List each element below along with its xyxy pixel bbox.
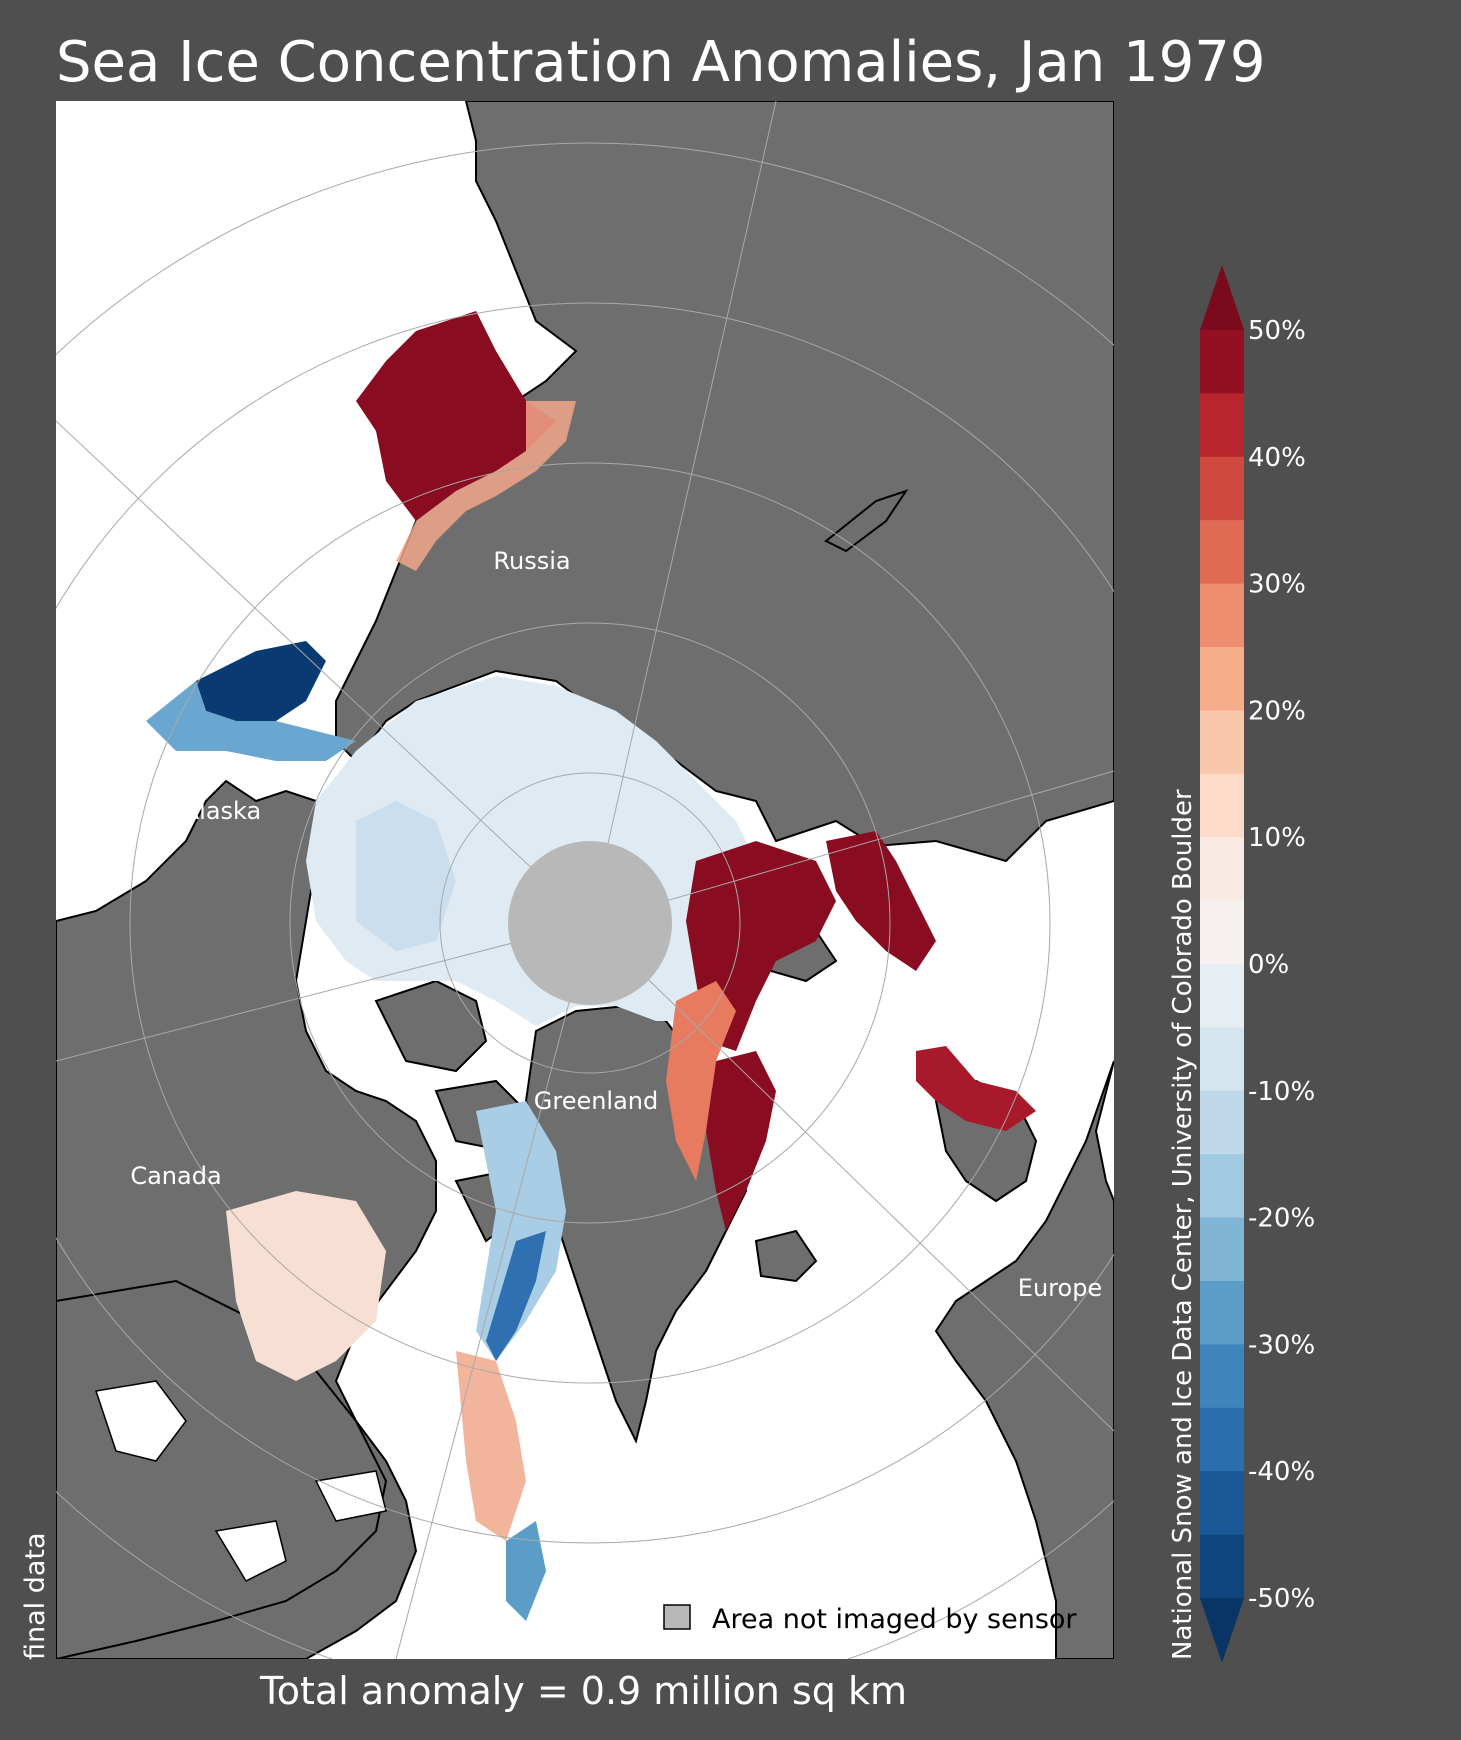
colorbar-tick-label: -50% (1248, 1584, 1315, 1614)
colorbar-tick-label: 10% (1248, 823, 1306, 853)
graticule-circle-4 (56, 302, 1114, 1544)
graticule (56, 101, 1114, 1659)
colorbar-bands (1200, 330, 1244, 1599)
colorbar-band (1200, 710, 1244, 775)
no-data-legend: Area not imaged by sensor (663, 1604, 1077, 1635)
colorbar-band (1200, 456, 1244, 521)
label-greenland: Greenland (534, 1087, 659, 1115)
colorbar-tick-label: -10% (1248, 1077, 1315, 1107)
colorbar-tick-label: 30% (1248, 570, 1306, 600)
graticule-meridian-2 (56, 420, 591, 924)
colorbar-band (1200, 1407, 1244, 1472)
colorbar-band (1200, 773, 1244, 838)
colorbar-tick-label: -20% (1248, 1204, 1315, 1234)
colorbar-band (1200, 1154, 1244, 1219)
colorbar-band (1200, 1027, 1244, 1092)
anomaly-baffin (476, 1101, 566, 1361)
anomaly-bering (196, 641, 326, 721)
total-anomaly-label: Total anomaly = 0.9 million sq km (260, 1669, 907, 1713)
graticule-circle-3 (129, 462, 1051, 1384)
label-europe: Europe (1018, 1274, 1102, 1302)
colorbar-band (1200, 1281, 1244, 1345)
inland-water-3 (314, 1470, 387, 1522)
colorbar-extend-max (1200, 265, 1244, 330)
no-data-legend-label: Area not imaged by sensor (712, 1604, 1077, 1635)
colorbar-tick-label: 40% (1248, 443, 1306, 473)
colorbar-tick-label: 50% (1248, 316, 1306, 346)
sea-ice-anomaly-map: Russia Alaska Greenland Canada Europe Ar… (56, 101, 1114, 1659)
anomaly-okhotsk (356, 311, 556, 521)
colorbar-tick-label: -40% (1248, 1457, 1315, 1487)
colorbar-band (1200, 330, 1244, 394)
colorbar-band (1200, 520, 1244, 585)
label-canada: Canada (130, 1162, 221, 1190)
anomaly-hudson (226, 1191, 386, 1381)
inland-water-1 (95, 1380, 187, 1462)
colorbar-band (1200, 393, 1244, 458)
anomaly-labrador-blue (506, 1521, 546, 1621)
inland-water (95, 1380, 387, 1582)
land-novaya-zemlya (824, 489, 909, 553)
graticule-circle-5 (56, 142, 1114, 1659)
colorbar-band (1200, 583, 1244, 648)
page-title: Sea Ice Concentration Anomalies, Jan 197… (56, 30, 1266, 95)
colorbar-band (1200, 1217, 1244, 1282)
inland-water-2 (214, 1520, 287, 1582)
graticule-meridian-3 (56, 922, 591, 1062)
colorbar-band (1200, 964, 1244, 1028)
colorbar-band (1200, 837, 1244, 902)
anomaly-kara (826, 831, 936, 971)
graticule-circle-2 (289, 622, 891, 1224)
anomaly-okhotsk-edge (396, 401, 576, 571)
anomaly-labrador (456, 1351, 526, 1541)
colorbar-band (1200, 647, 1244, 711)
colorbar-extend-min (1200, 1598, 1244, 1663)
status-label: final data (20, 1532, 51, 1660)
land-europe (934, 1060, 1114, 1659)
colorbar-tick-label: 0% (1248, 950, 1289, 980)
graticule-circle-1 (439, 772, 741, 1074)
land-iceland (754, 1229, 818, 1283)
colorbar-band (1200, 1344, 1244, 1409)
colorbar-band (1200, 1534, 1244, 1599)
credit-label: National Snow and Ice Data Center, Unive… (1168, 789, 1198, 1660)
pole-hole (508, 841, 672, 1005)
land-masses (56, 101, 1114, 1659)
colorbar-band (1200, 1471, 1244, 1536)
colorbar-band (1200, 900, 1244, 965)
graticule-meridian-1 (589, 101, 777, 924)
no-data-swatch (663, 1604, 691, 1630)
graticule-meridian-4 (589, 770, 1114, 924)
colorbar: 50% 40% 30% 20% 10% 0% -10% -20% -30% -40% -50% (1200, 265, 1315, 1663)
colorbar-tick-label: -30% (1248, 1330, 1315, 1360)
anomaly-davis (486, 1231, 546, 1361)
colorbar-tick-label: 20% (1248, 696, 1306, 726)
anomaly-greenland-sea (706, 1051, 776, 1231)
anomaly-greenland-sea-edge (666, 981, 736, 1181)
label-russia: Russia (493, 547, 570, 575)
arctic-basin-ice-patch (356, 801, 456, 951)
colorbar-ticks: 50% 40% 30% 20% 10% 0% -10% -20% -30% -40% -50% (1248, 316, 1315, 1614)
graticule-meridian-5 (589, 922, 1114, 1432)
anomaly-bering-edge (146, 681, 356, 761)
colorbar-band (1200, 1090, 1244, 1155)
anomaly-baltic (916, 1046, 1036, 1131)
graticule-meridian-6 (395, 922, 591, 1659)
label-alaska: Alaska (183, 797, 261, 825)
